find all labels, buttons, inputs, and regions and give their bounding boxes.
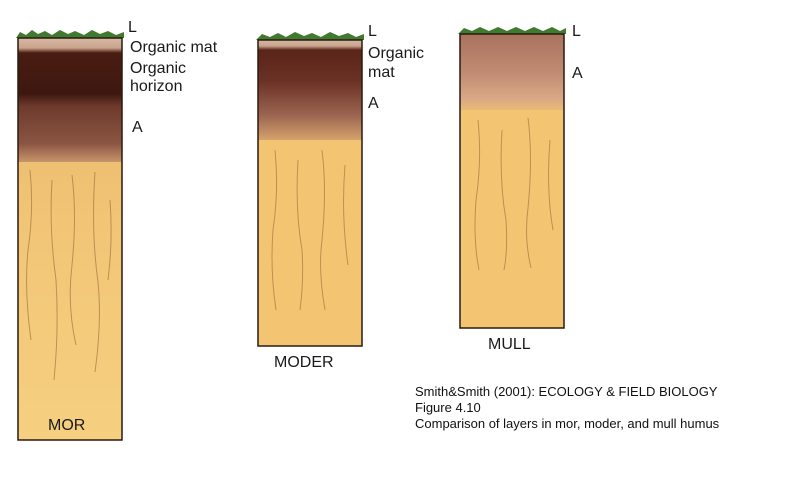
mull-label-l: L: [572, 23, 581, 40]
mor-label-l: L: [128, 19, 137, 36]
mor-label-organic-horizon-line2: horizon: [130, 78, 183, 95]
mor-outline: [17, 37, 123, 441]
mor-profile: [16, 30, 124, 441]
mull-litter: [458, 27, 566, 34]
moder-label-organic-mat-line1: Organic: [368, 45, 425, 62]
mor-label-organic-horizon-line1: Organic: [130, 60, 187, 77]
moder-label-a: A: [368, 95, 379, 112]
caption-description: Comparison of layers in mor, moder, and …: [415, 416, 720, 431]
mull-label-a: A: [572, 65, 583, 82]
mor-profile-name: MOR: [48, 417, 86, 434]
caption-figure-number: Figure 4.10: [415, 400, 481, 415]
mor-label-a: A: [132, 119, 143, 136]
moder-root-lines: [271, 149, 349, 311]
mor-upper-horizons: [18, 38, 122, 162]
moder-label-l: L: [368, 23, 377, 40]
mor-litter: [16, 30, 124, 38]
moder-litter: [256, 32, 364, 40]
moder-upper-horizons: [258, 40, 362, 140]
mull-profile: [458, 27, 566, 329]
mull-outline: [459, 33, 565, 329]
moder-label-organic-mat-line2: mat: [368, 64, 395, 81]
mor-label-organic-mat: Organic mat: [130, 39, 218, 56]
mull-root-lines: [474, 117, 554, 271]
moder-profile-name: MODER: [274, 354, 334, 371]
moder-outline: [257, 39, 363, 347]
mull-a-horizon: [460, 34, 564, 110]
moder-profile: [256, 32, 364, 347]
mull-profile-name: MULL: [488, 336, 531, 353]
mor-root-lines: [26, 169, 112, 381]
caption-source: Smith&Smith (2001): ECOLOGY & FIELD BIOL…: [415, 384, 718, 399]
